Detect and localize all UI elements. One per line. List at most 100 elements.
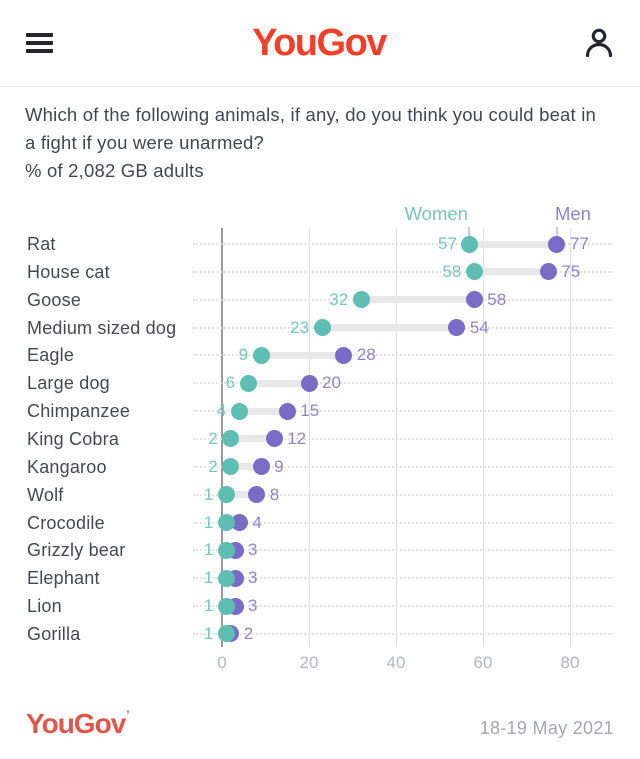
men-dot: [300, 374, 318, 392]
category-label: Wolf: [27, 484, 64, 505]
row-dotted-gridline: [193, 605, 613, 608]
men-dot: [265, 430, 283, 448]
connector-bar: [239, 407, 288, 415]
women-value-label: 23: [290, 317, 310, 337]
men-dot: [548, 235, 566, 253]
row-dotted-gridline: [193, 354, 613, 357]
category-label: Gorilla: [27, 623, 81, 644]
connector-bar: [248, 379, 309, 387]
women-dot: [222, 430, 240, 448]
category-label: Kangaroo: [27, 456, 107, 477]
x-axis-tick-label: 0: [217, 653, 227, 672]
row-dotted-gridline: [193, 632, 613, 635]
men-value-label: 77: [569, 234, 589, 253]
header: YouGov: [0, 0, 640, 86]
header-logo-container: YouGov: [54, 22, 584, 65]
yougov-logo[interactable]: YouGov: [252, 21, 387, 64]
women-dot: [252, 346, 270, 364]
question-block: Which of the following animals, if any, …: [25, 101, 615, 185]
women-value-label: 1: [203, 484, 214, 504]
men-dot: [248, 486, 266, 504]
person-icon: [585, 28, 613, 58]
men-dot: [539, 263, 557, 281]
account-icon[interactable]: [584, 27, 614, 59]
connector-bar: [474, 268, 549, 276]
row-dotted-gridline: [193, 465, 613, 468]
connector-bar: [361, 296, 475, 304]
gridline-vertical: [308, 228, 310, 647]
women-value-label: 57: [438, 234, 457, 253]
women-value-label: 1: [203, 568, 214, 588]
yougov-footer-logo: YouGov’: [26, 708, 130, 740]
row-dotted-gridline: [193, 437, 613, 440]
question-title-line-1: Which of the following animals, if any, …: [25, 104, 597, 125]
women-dot: [239, 374, 257, 392]
footer-logo-text: YouGov: [26, 708, 126, 739]
men-dot: [448, 319, 466, 337]
men-value-label: 75: [561, 261, 581, 281]
category-label: Goose: [27, 289, 82, 310]
row-dotted-gridline: [193, 493, 613, 496]
hamburger-bar: [26, 49, 53, 53]
women-dot: [217, 625, 235, 643]
row-dotted-gridline: [193, 521, 613, 524]
row-dotted-gridline: [193, 382, 613, 385]
connector-bar: [261, 351, 344, 359]
gridline-vertical: [482, 228, 484, 647]
men-value-label: 58: [487, 289, 507, 309]
women-dot: [217, 569, 235, 587]
category-label: Grizzly bear: [27, 540, 126, 561]
men-value-label: 28: [356, 345, 376, 365]
men-value-label: 3: [248, 596, 258, 616]
men-dot: [278, 402, 296, 420]
men-value-label: 9: [274, 456, 284, 476]
men-dot: [465, 291, 483, 309]
category-label: House cat: [27, 261, 110, 282]
women-dot: [217, 486, 235, 504]
men-value-label: 15: [300, 401, 320, 421]
women-dot: [230, 402, 248, 420]
row-dotted-gridline: [193, 243, 613, 245]
men-dot: [230, 514, 248, 532]
men-value-label: 54: [469, 317, 489, 337]
x-axis-tick-label: 20: [299, 653, 319, 672]
category-label: Large dog: [27, 373, 110, 394]
question-title-line-2: a fight if you were unarmed?: [25, 132, 265, 153]
category-label: Lion: [27, 596, 62, 617]
legend-label-women: Women: [404, 203, 468, 224]
category-label: Medium sized dog: [27, 317, 177, 338]
hamburger-bar: [26, 41, 53, 45]
connector-bar: [322, 324, 457, 332]
legend-tick-men: [555, 227, 558, 236]
row-dotted-gridline: [193, 410, 613, 413]
women-value-label: 9: [238, 345, 249, 365]
women-dot: [313, 319, 331, 337]
row-dotted-gridline: [193, 270, 613, 273]
legend-tick-women: [467, 227, 470, 236]
registered-mark: ’: [126, 708, 130, 722]
row-dotted-gridline: [193, 577, 613, 580]
x-axis-tick-label: 80: [560, 653, 580, 672]
women-value-label: 1: [203, 540, 214, 560]
women-dot: [465, 263, 483, 281]
hamburger-menu-icon[interactable]: [26, 33, 54, 53]
connector-bar: [469, 240, 557, 248]
women-dot: [217, 514, 235, 532]
women-dot: [222, 458, 240, 476]
connector-bar: [230, 435, 275, 443]
axis-zero-line: [221, 228, 223, 647]
legend-label-men: Men: [554, 203, 591, 224]
women-value-label: 58: [442, 261, 462, 281]
women-value-label: 6: [225, 373, 236, 393]
women-value-label: 1: [203, 623, 214, 643]
survey-date: 18-19 May 2021: [479, 718, 614, 738]
women-dot: [461, 235, 479, 253]
question-subtitle: % of 2,082 GB adults: [25, 160, 204, 181]
men-dot: [252, 458, 270, 476]
men-value-label: 8: [269, 484, 280, 504]
category-label: Eagle: [27, 345, 75, 366]
women-value-label: 1: [203, 596, 214, 616]
category-label: Crocodile: [27, 512, 105, 533]
